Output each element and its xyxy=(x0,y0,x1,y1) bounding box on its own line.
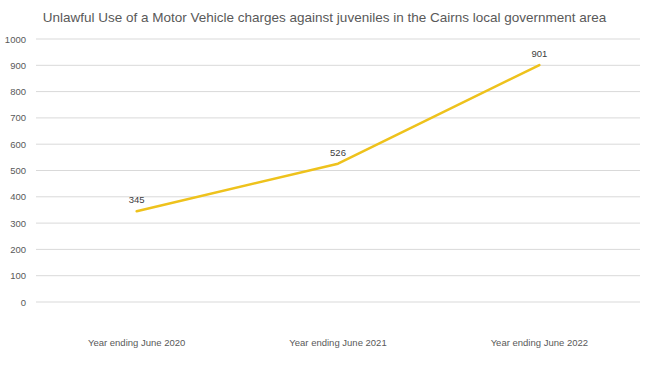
y-tick-label: 600 xyxy=(10,139,26,150)
data-label: 526 xyxy=(330,147,346,158)
x-tick-label: Year ending June 2022 xyxy=(491,337,588,348)
y-tick-label: 700 xyxy=(10,112,26,123)
grid-line xyxy=(36,117,640,118)
grid-line xyxy=(36,223,640,224)
grid xyxy=(36,39,640,302)
x-tick-label: Year ending June 2020 xyxy=(88,337,185,348)
y-tick-label: 200 xyxy=(10,244,26,255)
grid-line xyxy=(36,275,640,276)
data-label: 345 xyxy=(129,194,145,205)
y-tick-label: 900 xyxy=(10,60,26,71)
data-line xyxy=(137,65,540,211)
chart-title: Unlawful Use of a Motor Vehicle charges … xyxy=(43,10,607,25)
grid-line xyxy=(36,249,640,250)
y-tick-label: 800 xyxy=(10,86,26,97)
chart-svg: Unlawful Use of a Motor Vehicle charges … xyxy=(0,0,649,365)
data-label: 901 xyxy=(531,48,547,59)
grid-line xyxy=(36,65,640,66)
y-tick-label: 100 xyxy=(10,270,26,281)
grid-line xyxy=(36,39,640,40)
grid-line xyxy=(36,144,640,145)
x-tick-label: Year ending June 2021 xyxy=(289,337,386,348)
y-tick-label: 300 xyxy=(10,218,26,229)
data-group xyxy=(137,65,540,211)
chart-container: Unlawful Use of a Motor Vehicle charges … xyxy=(0,0,649,365)
y-tick-label: 1000 xyxy=(5,34,26,45)
grid-line xyxy=(36,91,640,92)
grid-line xyxy=(36,196,640,197)
grid-line xyxy=(36,170,640,171)
grid-line xyxy=(36,302,640,303)
y-tick-label: 0 xyxy=(21,297,26,308)
y-tick-label: 400 xyxy=(10,191,26,202)
y-tick-label: 500 xyxy=(10,165,26,176)
